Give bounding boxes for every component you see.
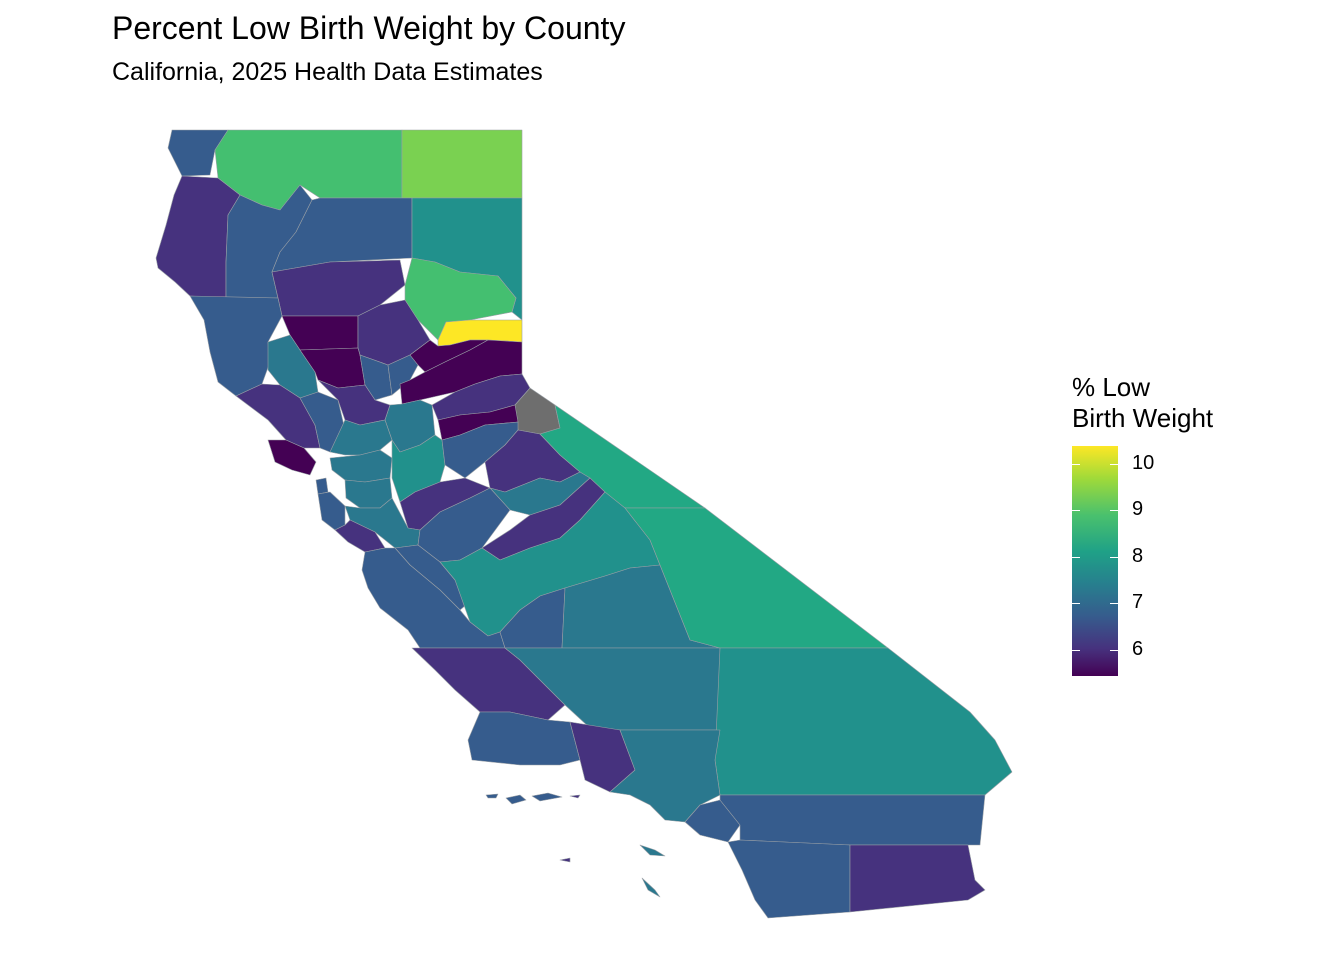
legend-tick-label-9: 9	[1132, 498, 1144, 520]
county-san-bernardino[interactable]	[714, 647, 1013, 796]
county-mariposa[interactable]	[489, 471, 591, 516]
island-santa-rosa	[505, 794, 527, 805]
county-marin[interactable]	[267, 439, 317, 476]
county-santa-cruz[interactable]	[334, 519, 386, 553]
island-santa-catalina	[639, 844, 666, 857]
legend-tick-label-6: 6	[1132, 638, 1144, 660]
chart-title: Percent Low Birth Weight by County	[112, 10, 626, 46]
chart-subtitle: California, 2025 Health Data Estimates	[112, 58, 543, 86]
legend-colorbar	[1072, 446, 1118, 676]
county-los-angeles[interactable]	[609, 729, 721, 823]
island-anacapa	[569, 794, 581, 799]
legend-title: % Low Birth Weight	[1072, 372, 1213, 434]
county-contra-costa[interactable]	[329, 449, 393, 483]
island-santa-cruz	[531, 792, 563, 802]
county-santa-barbara[interactable]	[467, 711, 581, 766]
county-san-francisco[interactable]	[315, 477, 329, 495]
legend-tick-label-7: 7	[1132, 591, 1144, 613]
legend-title-line1: % Low	[1072, 372, 1151, 402]
island-san-clemente	[641, 877, 661, 898]
county-sutter[interactable]	[359, 354, 393, 401]
legend-tick-label-10: 10	[1132, 452, 1155, 474]
legend-title-line2: Birth Weight	[1072, 403, 1214, 433]
county-inyo[interactable]	[624, 507, 889, 649]
island-san-miguel	[485, 793, 499, 799]
county-riverside[interactable]	[719, 794, 986, 846]
legend-tick-label-8: 8	[1132, 545, 1144, 567]
county-yuba[interactable]	[387, 354, 419, 396]
county-monterey[interactable]	[361, 547, 506, 649]
county-imperial[interactable]	[849, 844, 986, 913]
county-modoc[interactable]	[401, 129, 523, 199]
county-san-mateo[interactable]	[317, 491, 346, 531]
county-san-diego[interactable]	[727, 839, 851, 919]
island-san-nicolas	[559, 857, 571, 863]
